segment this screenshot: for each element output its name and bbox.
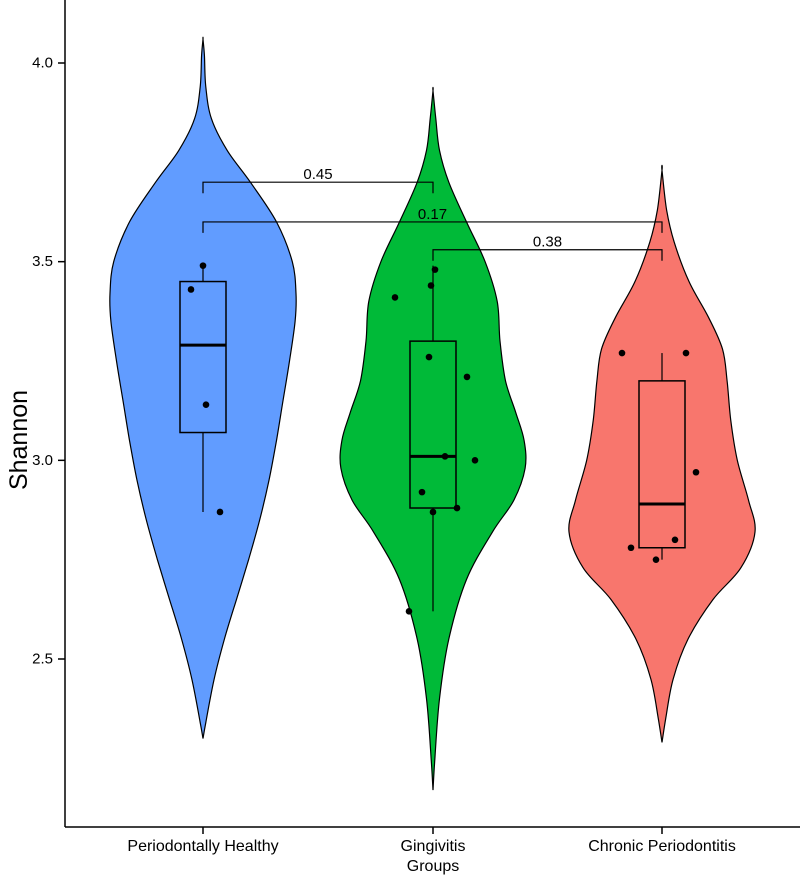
data-point: [682, 349, 690, 357]
data-point: [187, 286, 195, 293]
data-point: [652, 556, 660, 563]
x-ticks: Periodontally Healthy Gingivitis Chronic P…: [127, 827, 736, 855]
comparison-label-2: 0.17: [418, 206, 447, 223]
x-axis-title: Groups: [407, 858, 459, 875]
data-point: [463, 373, 471, 381]
violin-2: [339, 86, 527, 791]
y-ticks: 2.5 3.0 3.5 4.0: [32, 55, 65, 668]
x-tick-label-1: Periodontally Healthy: [127, 838, 278, 855]
boxplot-layer: [179, 265, 686, 612]
y-tick-label: 2.5: [32, 651, 53, 668]
comparison-bracket-1: [202, 181, 434, 194]
comparison-bracket-3: [432, 249, 663, 261]
y-tick-label: 3.0: [32, 452, 53, 469]
data-point: [471, 457, 479, 464]
data-point: [429, 508, 437, 516]
data-point: [692, 468, 700, 476]
violin-layer: [109, 36, 756, 791]
box-2: [409, 340, 457, 509]
comparison-label-1: 0.45: [303, 166, 332, 183]
data-point: [431, 266, 439, 273]
data-point: [441, 453, 449, 460]
axes: 2.5 3.0 3.5 4.0 Periodontally Healthy Gingiv…: [32, 0, 800, 855]
data-point: [627, 544, 635, 552]
box-3: [638, 380, 686, 549]
y-tick-label: 4.0: [32, 55, 53, 72]
comparison-layer: 0.45 0.17 0.38: [202, 166, 663, 261]
y-axis-title: Shannon: [5, 390, 33, 490]
data-point: [453, 504, 461, 512]
data-point: [216, 508, 224, 516]
violin-1: [109, 36, 297, 739]
box-1: [179, 280, 227, 434]
data-point: [199, 262, 207, 269]
data-point: [618, 349, 626, 357]
data-point: [427, 282, 435, 289]
data-point: [418, 488, 426, 496]
x-tick-label-2: Gingivitis: [401, 838, 466, 855]
x-tick-label-3: Chronic Periodontitis: [588, 838, 736, 855]
data-point: [405, 608, 413, 615]
y-tick-label: 3.5: [32, 253, 53, 270]
points-layer: [187, 262, 700, 615]
comparison-label-3: 0.38: [533, 234, 562, 251]
comparison-bracket-2: [202, 221, 663, 233]
violin-3: [568, 164, 756, 743]
data-point: [671, 536, 679, 544]
data-point: [202, 401, 210, 409]
data-point: [425, 353, 433, 361]
data-point: [391, 294, 399, 301]
